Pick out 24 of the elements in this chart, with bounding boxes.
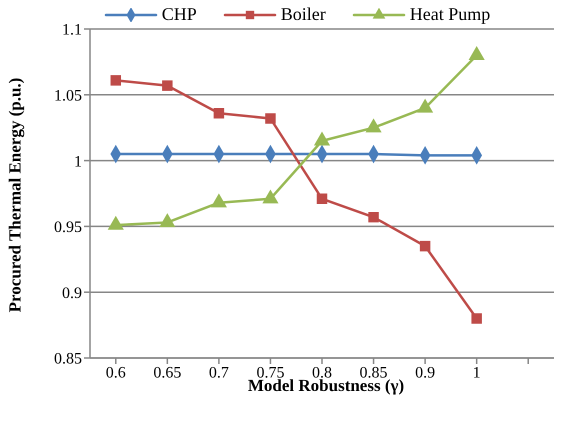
legend-label: Heat Pump [410,4,490,25]
point [110,75,122,86]
point [316,194,328,204]
x-tick-label: 0.65 [153,364,182,382]
legend-label: Boiler [280,4,326,25]
x-tick-label: 1 [472,364,481,382]
x-tick-label: 0.85 [360,364,388,382]
point [265,113,276,124]
y-tick-label: 1 [74,153,82,170]
x-tick-label: 0.7 [208,364,229,382]
x-tick-label: 0.6 [106,364,126,382]
y-tick-label: 0.9 [62,284,82,302]
y-tick-label: 1.1 [62,22,82,39]
point [162,80,173,91]
point [471,313,482,324]
point [214,108,224,118]
y-axis-title: Procured Thermal Energy (p.u.) [5,78,26,312]
point [368,212,379,222]
legend-label: CHP [162,4,197,25]
x-tick-label: 0.9 [415,364,436,382]
y-tick-label: 0.95 [54,219,82,236]
point [420,240,430,252]
y-tick-label: 1.05 [54,87,82,104]
y-tick-label: 0.85 [54,350,82,368]
